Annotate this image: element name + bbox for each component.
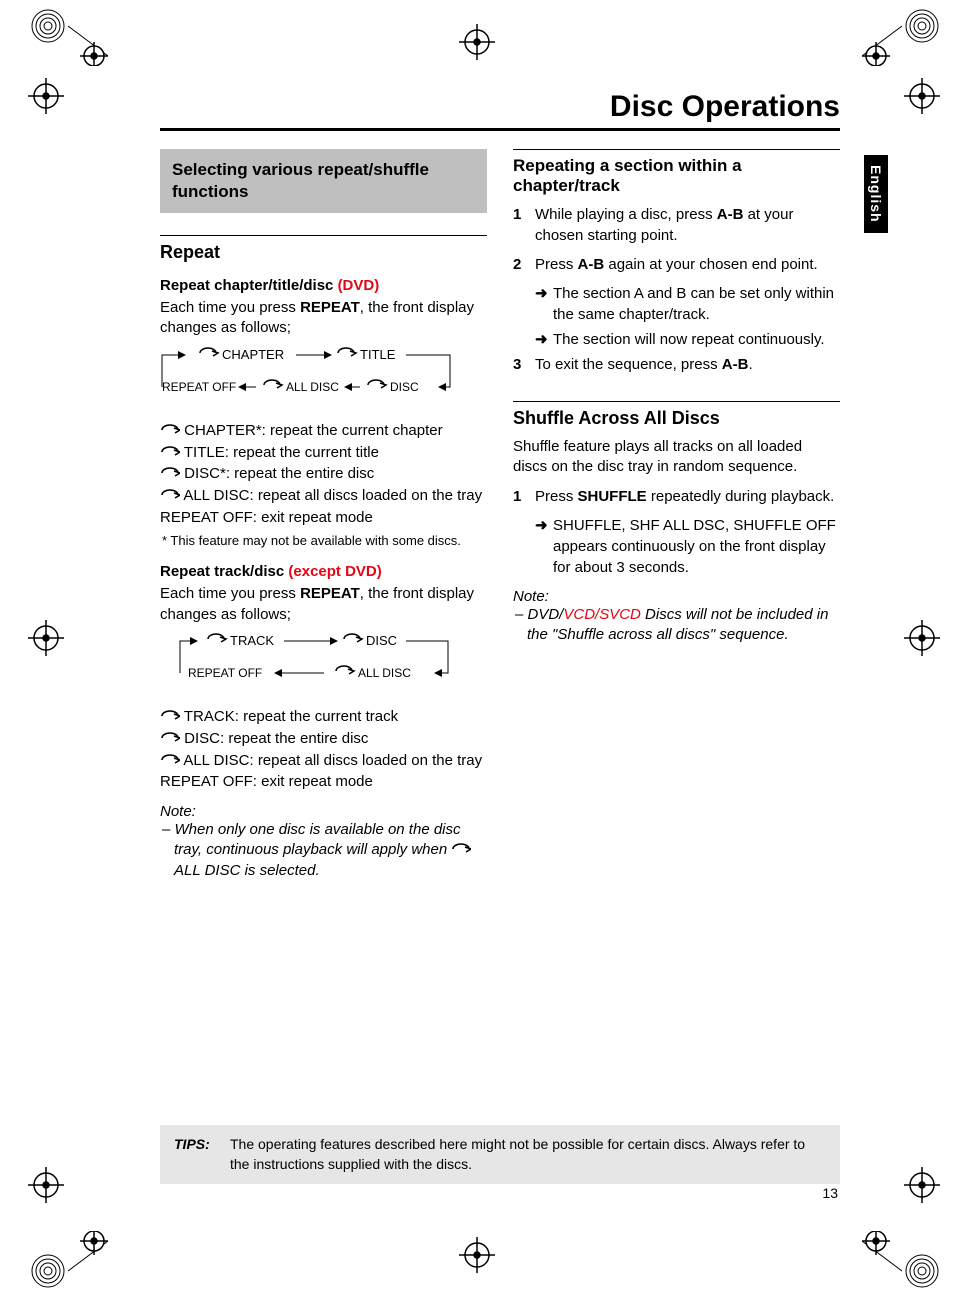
section-header: Selecting various repeat/shuffle functio…: [160, 149, 487, 213]
step-item: 1 While playing a disc, press A-B at you…: [513, 204, 840, 246]
loop-icon: [160, 424, 180, 437]
crosshair-icon: [22, 72, 70, 120]
language-tab: English: [864, 155, 888, 233]
registration-mark-icon: [28, 1231, 108, 1291]
step-item: 1 Press SHUFFLE repeatedly during playba…: [513, 486, 840, 507]
body-text: Shuffle feature plays all tracks on all …: [513, 437, 840, 478]
footnote: * This feature may not be available with…: [172, 533, 487, 550]
svg-text:REPEAT OFF: REPEAT OFF: [188, 666, 262, 680]
sub-item: ➜The section A and B can be set only wit…: [535, 283, 840, 325]
svg-text:DISC: DISC: [366, 633, 397, 648]
note-label: Note:: [513, 588, 840, 605]
loop-icon: [160, 467, 180, 480]
registration-mark-icon: [862, 1231, 942, 1291]
registration-mark-icon: [453, 1231, 501, 1279]
tips-text: The operating features described here mi…: [230, 1135, 826, 1174]
definition-list: TRACK: repeat the current track DISC: re…: [160, 706, 487, 793]
svg-text:ALL DISC: ALL DISC: [286, 380, 339, 394]
svg-text:ALL DISC: ALL DISC: [358, 666, 411, 680]
page-number: 13: [822, 1185, 838, 1201]
heading-shuffle: Shuffle Across All Discs: [513, 401, 840, 429]
loop-icon: [451, 843, 471, 856]
svg-text:TITLE: TITLE: [360, 347, 396, 362]
note-text: – DVD/VCD/SVCD Discs will not be include…: [527, 605, 840, 646]
crosshair-icon: [22, 1161, 70, 1209]
heading-repeat: Repeat: [160, 235, 487, 263]
sub-item: ➜The section will now repeat continuousl…: [535, 329, 840, 350]
crosshair-icon: [898, 72, 946, 120]
page-title: Disc Operations: [160, 90, 840, 131]
heading-repeat-nondvd: Repeat track/disc (except DVD): [160, 563, 487, 580]
step-item: 2 Press A-B again at your chosen end poi…: [513, 254, 840, 275]
tips-box: TIPS: The operating features described h…: [160, 1125, 840, 1184]
loop-icon: [160, 489, 180, 502]
svg-text:TRACK: TRACK: [230, 633, 274, 648]
loop-icon: [160, 710, 180, 723]
crosshair-icon: [898, 1161, 946, 1209]
svg-text:DISC: DISC: [390, 380, 419, 394]
heading-repeat-dvd: Repeat chapter/title/disc (DVD): [160, 277, 487, 294]
definition-list: CHAPTER*: repeat the current chapter TIT…: [160, 420, 487, 529]
crosshair-icon: [898, 614, 946, 662]
heading-ab-repeat: Repeating a section within a chapter/tra…: [513, 149, 840, 196]
registration-mark-icon: [28, 6, 108, 66]
note-text: – When only one disc is available on the…: [174, 820, 487, 881]
body-text: Each time you press REPEAT, the front di…: [160, 298, 487, 339]
registration-mark-icon: [862, 6, 942, 66]
crosshair-icon: [22, 614, 70, 662]
note-label: Note:: [160, 803, 487, 820]
repeat-cycle-diagram: CHAPTER TITLE REPEAT OFF ALL DISC DISC: [160, 347, 487, 410]
sub-item: ➜SHUFFLE, SHF ALL DSC, SHUFFLE OFF appea…: [535, 515, 840, 578]
body-text: Each time you press REPEAT, the front di…: [160, 584, 487, 625]
tips-label: TIPS:: [174, 1135, 230, 1174]
registration-mark-icon: [453, 18, 501, 66]
loop-icon: [160, 754, 180, 767]
svg-text:CHAPTER: CHAPTER: [222, 347, 284, 362]
svg-text:REPEAT OFF: REPEAT OFF: [162, 380, 236, 394]
loop-icon: [160, 732, 180, 745]
step-item: 3 To exit the sequence, press A-B.: [513, 354, 840, 375]
repeat-cycle-diagram: TRACK DISC REPEAT OFF ALL DISC: [160, 633, 487, 696]
loop-icon: [160, 446, 180, 459]
